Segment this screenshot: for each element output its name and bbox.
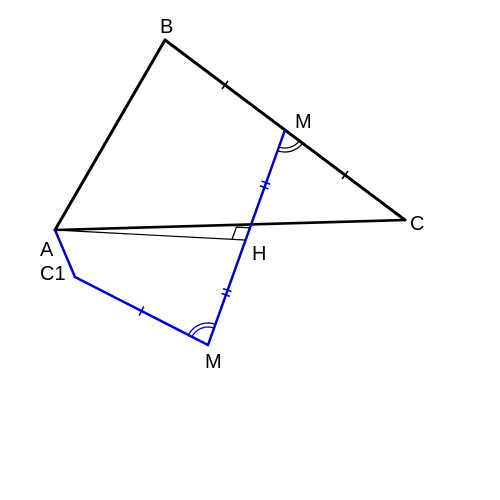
point-label: M bbox=[295, 111, 312, 133]
segment bbox=[208, 130, 285, 345]
point-label: C bbox=[410, 213, 424, 235]
point-label: B bbox=[160, 16, 173, 38]
segment bbox=[55, 220, 405, 230]
geometry-diagram: A B C M H M C1 bbox=[0, 0, 500, 500]
point-label: C1 bbox=[40, 263, 66, 285]
point-label: M bbox=[205, 351, 222, 373]
segment bbox=[55, 40, 165, 230]
point-label: A bbox=[40, 239, 54, 261]
segment bbox=[55, 230, 245, 240]
point-label: H bbox=[252, 243, 266, 265]
